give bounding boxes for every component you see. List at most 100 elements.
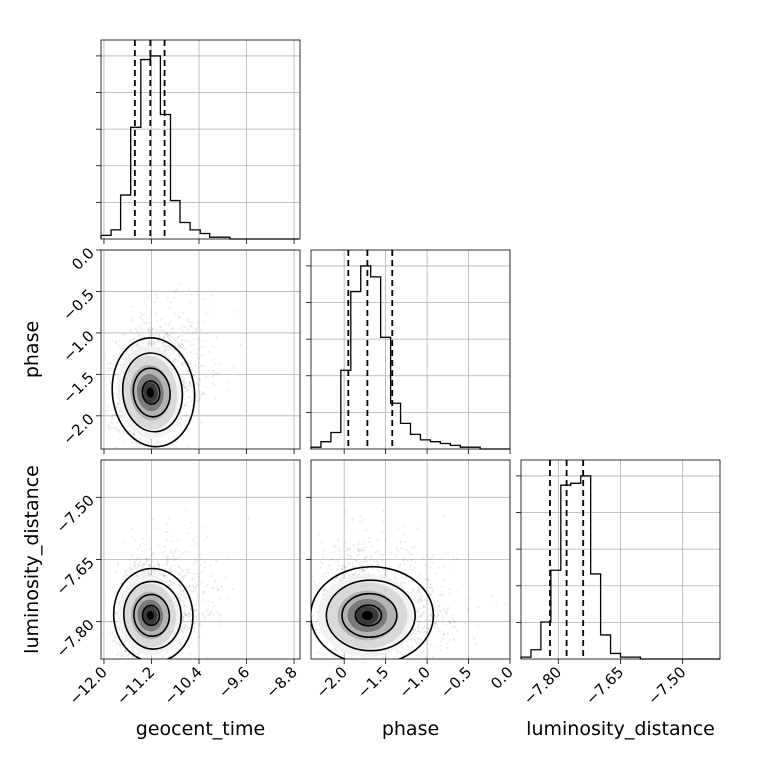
sample-point (116, 611, 119, 614)
sample-point (120, 419, 123, 422)
sample-point (154, 293, 157, 296)
sample-point (185, 351, 188, 354)
sample-point (165, 652, 168, 655)
sample-point (203, 566, 206, 569)
sample-point (116, 654, 119, 657)
sample-point (368, 540, 371, 544)
sample-point (136, 346, 140, 349)
sample-point (413, 545, 417, 548)
sample-point (194, 615, 197, 618)
sample-point (176, 359, 179, 362)
sample-point (436, 599, 440, 602)
sample-point (364, 561, 367, 564)
sample-point (410, 591, 413, 594)
sample-point (156, 339, 159, 342)
sample-point (130, 554, 134, 558)
sample-point (147, 340, 150, 343)
sample-point (111, 413, 114, 416)
sample-point (143, 570, 147, 573)
sample-point (106, 363, 109, 366)
sample-point (422, 605, 425, 608)
sample-point (422, 650, 425, 653)
sample-point (163, 575, 166, 578)
sample-point (182, 618, 185, 621)
sample-point (161, 343, 164, 346)
sample-point (171, 539, 174, 543)
panel-frame (100, 249, 301, 450)
sample-point (364, 556, 367, 559)
sample-point (179, 422, 182, 425)
sample-point (182, 325, 186, 328)
sample-point (179, 587, 182, 590)
sample-point (188, 584, 191, 588)
sample-point (216, 372, 219, 375)
sample-point (476, 625, 479, 628)
sample-point (196, 595, 199, 598)
sample-point (186, 586, 189, 589)
sample-point (148, 322, 151, 325)
sample-point (419, 650, 422, 653)
sample-point (124, 640, 127, 643)
sample-point (147, 344, 150, 347)
sample-point (382, 509, 385, 512)
sample-point (409, 564, 412, 568)
sample-point (135, 442, 138, 445)
sample-point (422, 605, 425, 608)
sample-point (107, 424, 111, 427)
sample-point (146, 571, 150, 574)
sample-point (156, 560, 159, 563)
sample-point (122, 441, 125, 444)
sample-point (147, 443, 150, 446)
sample-point (361, 567, 364, 571)
sample-point (175, 585, 178, 588)
sample-point (419, 598, 422, 601)
sample-point (184, 613, 187, 616)
sample-point (195, 400, 198, 403)
sample-point (118, 644, 122, 647)
panel-joint-phase-luminosity_distance: −2.0 −1.5 −1.0 −0.5 0.0 (306, 459, 517, 702)
sample-point (214, 580, 217, 584)
sample-point (442, 565, 445, 568)
sample-point (157, 545, 160, 548)
sample-point (163, 348, 166, 352)
sample-point (191, 332, 194, 335)
sample-point (190, 325, 193, 328)
sample-point (355, 559, 358, 562)
sample-point (216, 588, 219, 591)
sample-point (418, 614, 421, 617)
sample-point (162, 341, 165, 344)
sample-point (477, 606, 480, 609)
sample-point (411, 546, 414, 549)
sample-point (400, 547, 403, 550)
sample-point (189, 374, 192, 378)
sample-point (207, 310, 210, 314)
sample-point (194, 587, 197, 590)
sample-point (195, 327, 198, 330)
sample-point (431, 586, 434, 590)
sample-point (429, 586, 432, 589)
sample-point (141, 341, 144, 344)
sample-point (320, 560, 323, 564)
sample-point (137, 335, 140, 338)
density-level (361, 610, 373, 621)
sample-point (139, 561, 142, 564)
sample-point (118, 437, 121, 440)
sample-point (147, 327, 150, 330)
sample-point (420, 597, 423, 600)
sample-point (157, 334, 160, 338)
sample-point (146, 329, 149, 332)
sample-point (351, 573, 354, 577)
sample-point (448, 620, 451, 623)
sample-point (154, 341, 157, 344)
sample-point (452, 625, 455, 629)
sample-point (463, 583, 466, 587)
sample-point (197, 377, 200, 380)
sample-point (224, 576, 227, 579)
contour-line (111, 337, 196, 448)
sample-point (186, 532, 189, 535)
sample-point (353, 551, 356, 554)
sample-point (152, 343, 156, 346)
sample-point (182, 348, 186, 351)
sample-point (164, 531, 168, 534)
sample-point (196, 572, 199, 576)
